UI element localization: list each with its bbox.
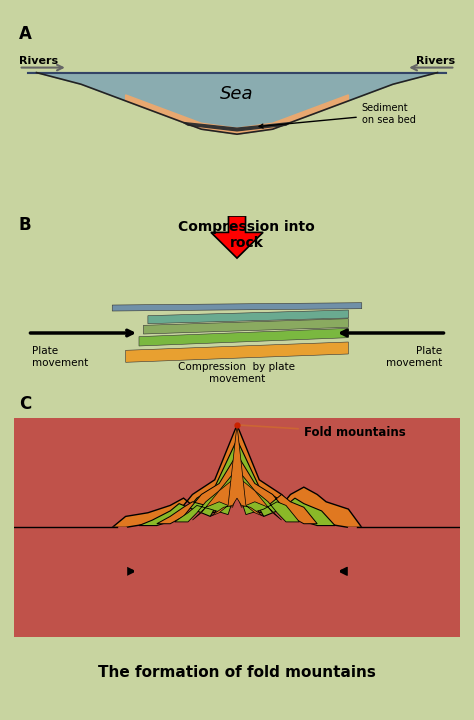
Text: C: C [19, 395, 31, 413]
Polygon shape [139, 439, 335, 526]
Polygon shape [157, 454, 317, 523]
Polygon shape [183, 122, 291, 131]
Text: B: B [19, 216, 32, 234]
Polygon shape [139, 328, 348, 346]
Text: Plate
movement: Plate movement [32, 346, 88, 368]
Polygon shape [112, 302, 362, 311]
Text: Rivers: Rivers [416, 56, 456, 66]
Text: Plate
movement: Plate movement [381, 586, 438, 608]
Text: Sediment
on sea bed: Sediment on sea bed [259, 104, 416, 128]
Polygon shape [144, 319, 348, 334]
Text: A: A [19, 25, 32, 43]
Text: Plate
movement: Plate movement [386, 346, 442, 368]
Polygon shape [210, 425, 264, 516]
Text: Rivers: Rivers [18, 56, 58, 66]
Polygon shape [14, 418, 460, 637]
Text: The formation of fold mountains: The formation of fold mountains [98, 665, 376, 680]
Polygon shape [14, 527, 126, 637]
Polygon shape [192, 476, 282, 520]
Polygon shape [126, 95, 348, 134]
Polygon shape [112, 425, 362, 527]
Text: Plate
movement: Plate movement [36, 586, 93, 608]
Text: Compression  by plate
movement: Compression by plate movement [179, 362, 295, 384]
Text: Sea: Sea [220, 85, 254, 103]
Polygon shape [148, 310, 348, 324]
FancyArrow shape [211, 216, 263, 258]
Text: Fold mountains: Fold mountains [240, 425, 406, 438]
Text: Compression into
rock: Compression into rock [178, 220, 315, 250]
Polygon shape [27, 73, 447, 134]
Polygon shape [348, 527, 460, 637]
Polygon shape [126, 342, 348, 362]
Polygon shape [174, 469, 300, 522]
